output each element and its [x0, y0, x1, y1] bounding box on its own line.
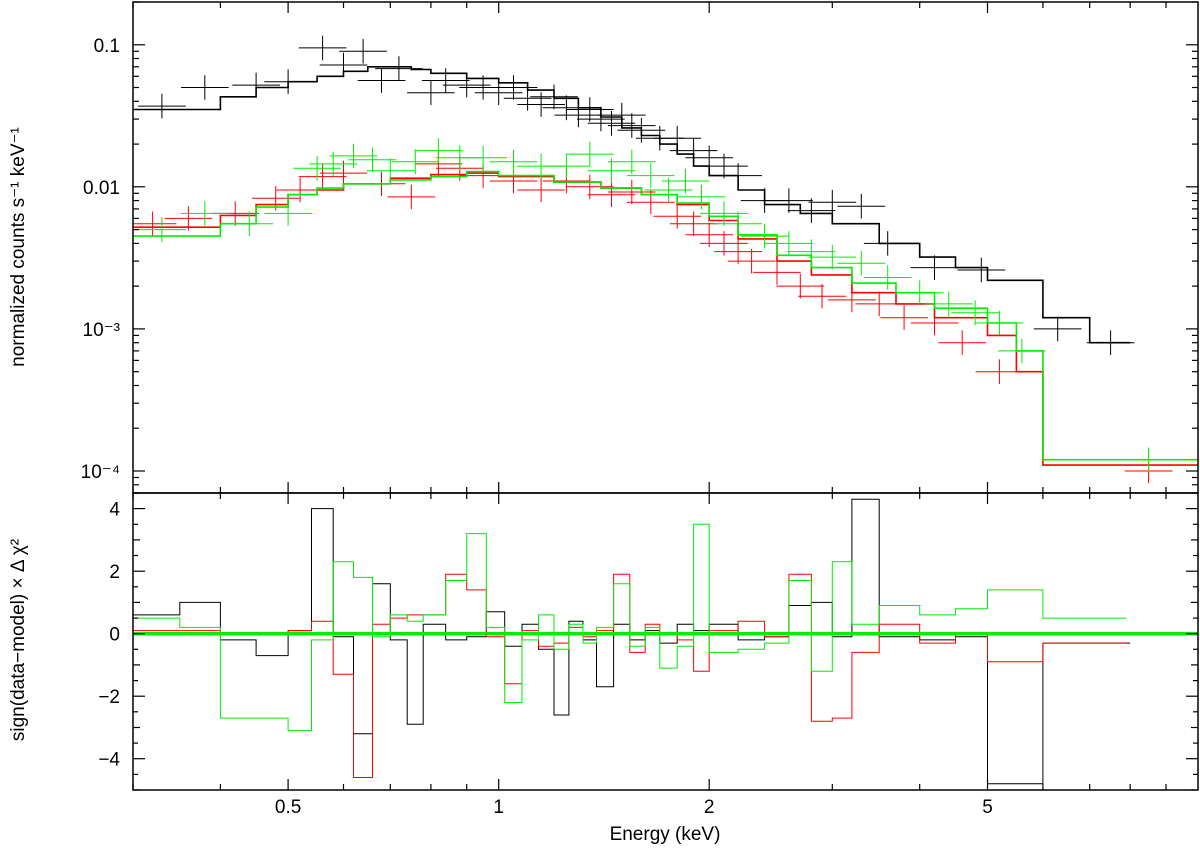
spectrum-series-0: [133, 35, 1135, 355]
spectrum-data-point-1-0: [133, 211, 177, 236]
spectrum-data-point-0-4: [298, 35, 347, 61]
x-tick-label-2: 2: [704, 797, 715, 818]
residual-y-tick-label-1: 2: [109, 562, 120, 583]
x-tick-label-0: 0.5: [275, 797, 301, 818]
spectrum-data-point-2-0: [138, 217, 186, 242]
spectrum-data-point-2-33: [951, 300, 999, 325]
spectrum-data-point-0-16: [517, 92, 565, 117]
x-tick-label-1: 1: [493, 797, 504, 818]
spectrum-frame: [132, 1, 1199, 494]
spectrum-data-point-1-17: [607, 179, 656, 205]
spectrum-data-point-0-39: [957, 257, 1006, 283]
spectrum-data-point-2-32: [924, 291, 973, 317]
x-axis-label: Energy (keV): [610, 824, 721, 845]
spectrum-data-point-2-17: [587, 158, 636, 183]
spectrum-data-point-2-13: [489, 149, 538, 175]
spectrum-data-point-2-28: [808, 244, 857, 270]
spectrum-data-point-1-27: [798, 283, 846, 309]
spectrum-series-1: [133, 151, 1198, 484]
residual-line-2: [133, 523, 1127, 732]
spectrum-data-point-2-25: [740, 223, 789, 249]
spectrum-data-point-1-8: [387, 184, 436, 210]
spectrum-data-point-1-19: [653, 204, 701, 229]
spectrum-data-point-2-18: [607, 149, 656, 175]
spectrum-data-point-2-9: [391, 149, 440, 175]
spectrum-data-point-0-13: [474, 80, 523, 105]
spectrum-y-tick-label-0: 0.1: [94, 36, 120, 57]
residual-y-tick-label-3: −2: [98, 687, 120, 708]
spectrum-data-point-2-30: [863, 265, 912, 290]
spectrum-data-point-1-13: [517, 177, 565, 203]
spectrum-data-point-2-6: [329, 143, 378, 169]
spectrum-data-point-2-29: [837, 251, 886, 276]
spectrum-data-point-2-10: [414, 138, 463, 163]
spectrum-data-point-0-40: [1033, 316, 1082, 342]
spectrum-data-point-1-29: [855, 291, 903, 317]
spectrum-panel: 0.1 0.01 10⁻³ 10⁻⁴: [81, 1, 1199, 494]
residuals-frame: [132, 492, 1199, 791]
spectrum-model-line-0: [133, 66, 1131, 344]
spectrum-data-point-1-30: [880, 305, 928, 330]
spectrum-data-point-0-8: [375, 56, 423, 81]
spectrum-series-2: [133, 138, 1198, 472]
spectrum-data-point-1-33: [975, 359, 1024, 384]
spectrum-data-point-1-24: [727, 248, 776, 274]
spectrum-data-point-0-33: [765, 188, 813, 213]
spectrum-data-point-2-21: [661, 168, 710, 194]
spectrum-data-point-0-36: [837, 194, 886, 219]
spectrum-data-point-1-6: [319, 160, 368, 186]
residual-y-tick-label-4: −4: [98, 750, 120, 771]
spectrum-data-point-1-18: [626, 189, 675, 215]
spectrum-data-point-2-5: [309, 151, 357, 177]
spectrum-data-point-2-20: [644, 177, 693, 203]
spectrum-data-point-0-6: [339, 39, 387, 64]
spectrum-y-axis-label: normalized counts s⁻¹ keV⁻¹: [8, 127, 29, 367]
spectrum-data-point-1-23: [714, 239, 762, 264]
spectrum-y-tick-label-1: 0.01: [83, 178, 120, 199]
residual-y-tick-label-0: 4: [109, 500, 120, 521]
residual-y-tick-label-2: 0: [109, 625, 120, 646]
spectrum-y-tick-label-2: 10⁻³: [83, 320, 121, 341]
spectrum-data-point-0-38: [910, 255, 959, 280]
x-tick-label-3: 5: [982, 797, 993, 818]
spectrum-data-point-0-10: [421, 68, 470, 93]
spectrum-data-point-0-20: [566, 97, 614, 122]
spectrum-y-tick-label-3: 10⁻⁴: [81, 462, 120, 483]
spectrum-data-point-2-23: [700, 201, 748, 226]
residual-line-0: [133, 498, 1131, 785]
spectrum-data-point-2-19: [626, 163, 675, 188]
spectrum-data-point-0-1: [181, 75, 229, 100]
spectrum-data-point-1-32: [938, 330, 986, 355]
spectrum-model-line-1: [133, 172, 1198, 466]
spectrum-data-point-1-16: [587, 182, 636, 207]
spectrum-data-point-1-26: [776, 273, 825, 299]
residuals-panel: 0.5 1 2 5 4 2 0 −2 −4: [98, 492, 1199, 818]
spectrum-data-point-2-8: [366, 158, 415, 183]
spectrum-data-point-0-14: [489, 75, 538, 100]
residual-series-group: [133, 498, 1198, 785]
spectrum-data-point-0-35: [808, 189, 857, 215]
spectrum-data-point-0-9: [407, 80, 455, 105]
spectrum-data-point-2-16: [566, 141, 614, 167]
residuals-y-axis-label: sign(data−model) × Δ χ²: [8, 539, 29, 741]
spectrum-data-point-2-1: [181, 201, 229, 226]
spectrum-data-point-1-15: [566, 174, 614, 200]
spectrum-data-point-2-7: [348, 147, 397, 173]
spectrum-data-point-1-4: [276, 177, 324, 203]
spectrum-data-point-0-7: [357, 68, 406, 93]
spectrum-data-point-1-25: [753, 260, 801, 285]
spectrum-data-point-2-12: [459, 145, 507, 171]
spectrum-data-point-2-22: [677, 184, 726, 210]
spectrum-data-point-2-15: [542, 153, 591, 179]
spectrum-data-point-0-0: [138, 93, 186, 119]
spectrum-model-line-2: [133, 170, 1198, 461]
spectrum-data-point-0-24: [607, 113, 656, 138]
